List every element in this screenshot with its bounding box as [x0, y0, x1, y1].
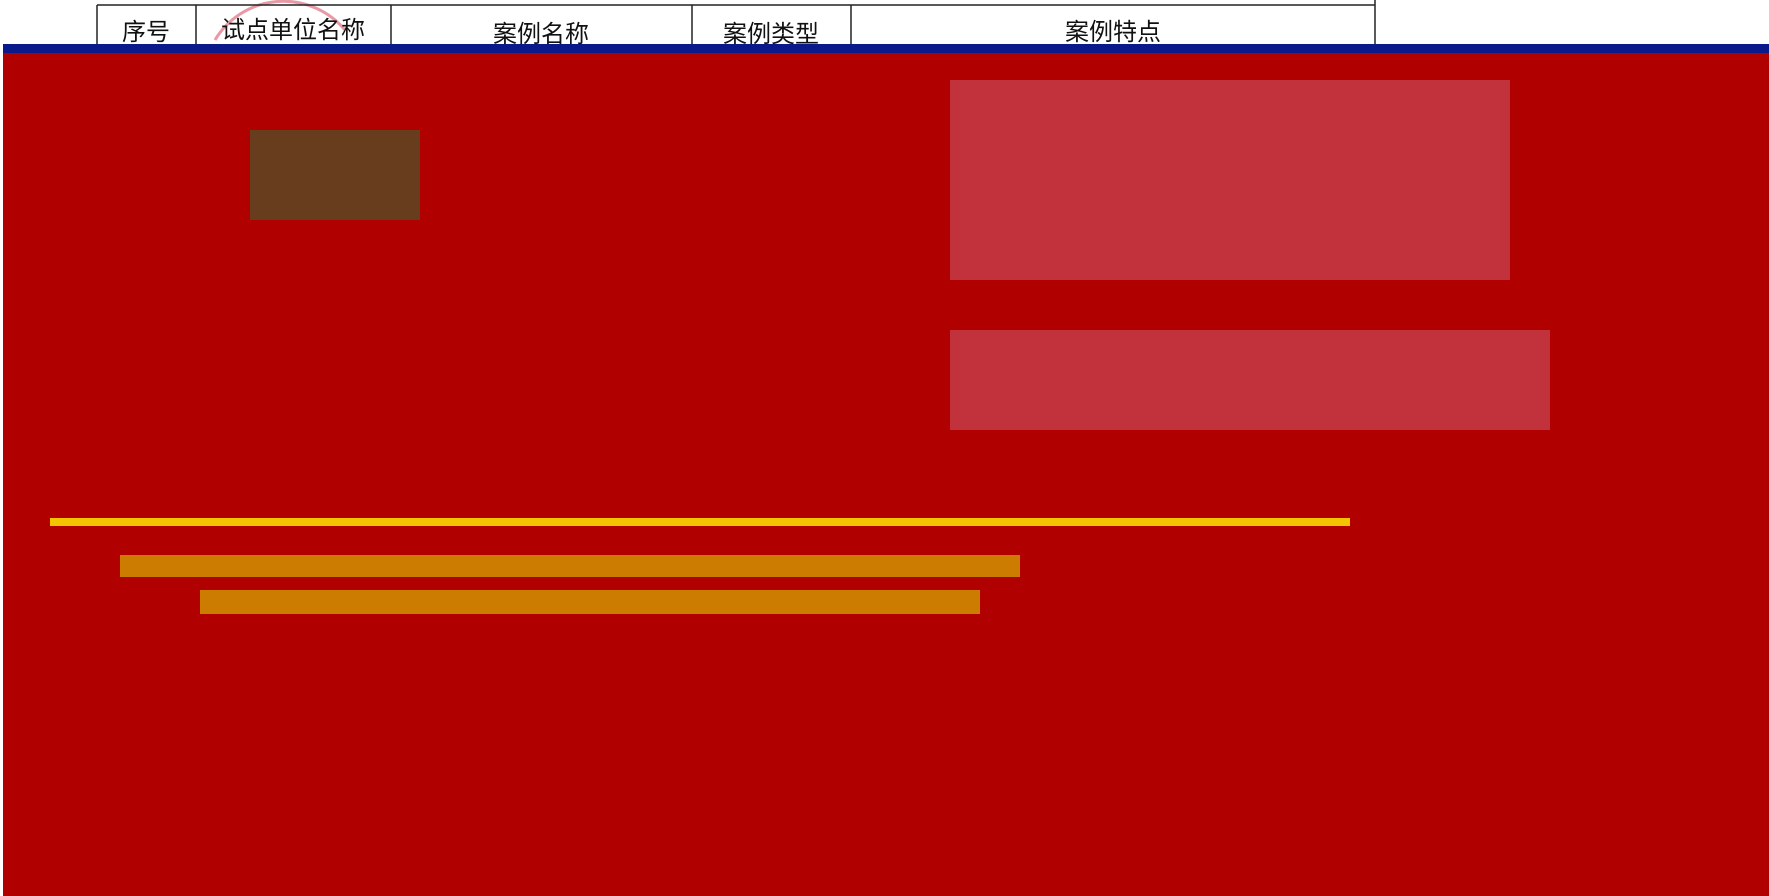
- noise-block: [250, 130, 420, 220]
- header-cell: 案例名称: [493, 20, 589, 48]
- noise-block: [950, 80, 1510, 280]
- header-cell: 案例特点: [1065, 18, 1161, 46]
- header-cell: 试点单位名称: [221, 16, 365, 44]
- glitch-noise: [50, 80, 1550, 614]
- noise-band: [200, 590, 980, 614]
- noise-block: [950, 330, 1550, 430]
- header-cell: 序号: [122, 18, 170, 46]
- table-header-row: [96, 0, 1376, 48]
- blue-bar: [3, 44, 1769, 53]
- noise-band: [50, 518, 1350, 526]
- header-cell: 案例类型: [723, 20, 819, 48]
- noise-band: [120, 555, 1020, 577]
- seal: [213, 0, 347, 41]
